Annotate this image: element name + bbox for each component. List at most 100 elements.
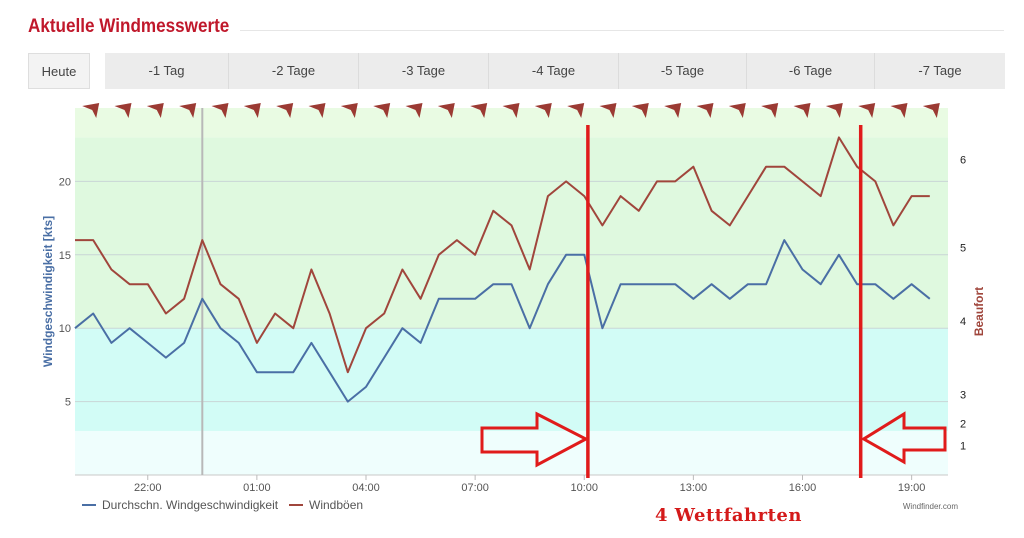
wind-arrow-21 [761, 103, 779, 118]
wind-arrow-shape-23 [825, 103, 843, 118]
wind-arrow-19 [696, 103, 714, 118]
wind-arrow-shape-16 [599, 103, 617, 118]
wind-arrow-shape-1 [114, 103, 132, 118]
beaufort-tick-1: 1 [960, 441, 966, 453]
y-tick-label-10: 10 [59, 323, 71, 335]
legend-label-speed: Durchschn. Windgeschwindigkeit [102, 498, 279, 512]
wind-arrow-3 [179, 103, 197, 118]
x-tick-label-1: 01:00 [243, 482, 271, 494]
wind-arrow-7 [308, 103, 326, 118]
wind-arrow-20 [728, 103, 746, 118]
gust-line [75, 136, 930, 374]
wind-band-2 [75, 137, 948, 329]
wind-arrow-25 [890, 103, 908, 118]
wind-arrow-5 [243, 103, 261, 118]
y-tick-label-5: 5 [65, 397, 71, 409]
y-tick-label-15: 15 [59, 250, 71, 262]
wind-arrow-shape-5 [243, 103, 261, 118]
wind-arrow-26 [922, 103, 940, 118]
tab-minus-6-tage[interactable]: -6 Tage [747, 53, 875, 89]
wind-arrow-18 [664, 103, 682, 118]
wind-arrow-23 [825, 103, 843, 118]
x-tick-label-7: 19:00 [898, 482, 926, 494]
wind-arrow-shape-21 [761, 103, 779, 118]
wind-arrow-shape-17 [631, 103, 649, 118]
wind-arrow-6 [276, 103, 294, 118]
wind-arrow-17 [631, 103, 649, 118]
wind-arrow-8 [340, 103, 358, 118]
wind-arrow-9 [373, 103, 391, 118]
wind-arrow-1 [114, 103, 132, 118]
series-lines [74, 136, 931, 403]
wind-arrow-shape-15 [567, 103, 585, 118]
chart-legend: Durchschn. Windgeschwindigkeit Windböen Wi… [82, 498, 958, 512]
wind-arrow-0 [82, 103, 100, 118]
wind-band-1 [75, 328, 948, 431]
wind-arrow-shape-12 [470, 103, 488, 118]
x-tick-label-0: 22:00 [134, 482, 162, 494]
wind-arrow-shape-2 [146, 103, 164, 118]
x-tick-label-4: 10:00 [570, 482, 598, 494]
tab-minus-3-tage[interactable]: -3 Tage [359, 53, 489, 89]
axes: 5 10 15 20 1 2 3 4 5 6 22:00 01:00 04:00 07:00 10:00 13… [41, 154, 986, 494]
wind-direction-arrows [82, 103, 940, 118]
wind-arrow-2 [146, 103, 164, 118]
y-axis-label: Windgeschwindigkeit [kts] [41, 216, 55, 367]
wind-arrow-11 [437, 103, 455, 118]
wind-arrow-shape-8 [340, 103, 358, 118]
x-tick-label-6: 16:00 [789, 482, 817, 494]
beaufort-tick-3: 3 [960, 389, 966, 401]
wind-bands [75, 108, 948, 475]
wind-arrow-shape-14 [534, 103, 552, 118]
legend-label-gust: Windböen [309, 498, 363, 512]
race-annotation: 4 Wettfahrten [655, 505, 802, 526]
page-title: Aktuelle Windmesswerte [28, 16, 230, 37]
x-tick-label-2: 04:00 [352, 482, 380, 494]
wind-arrow-shape-3 [179, 103, 197, 118]
wind-band-3 [75, 108, 948, 138]
wind-arrow-shape-19 [696, 103, 714, 118]
wind-arrow-shape-24 [858, 103, 876, 118]
beaufort-tick-2: 2 [960, 419, 966, 431]
wind-arrow-12 [470, 103, 488, 118]
wind-arrow-shape-18 [664, 103, 682, 118]
title-divider [240, 30, 1004, 31]
x-tick-label-5: 13:00 [680, 482, 708, 494]
race-arrow-left [860, 411, 947, 465]
beaufort-tick-6: 6 [960, 154, 966, 166]
avg-speed-line [74, 239, 931, 403]
wind-arrow-shape-10 [405, 103, 423, 118]
wind-arrow-4 [211, 103, 229, 118]
wind-arrow-shape-25 [890, 103, 908, 118]
wind-arrow-shape-6 [276, 103, 294, 118]
credit-text: Windfinder.com [903, 502, 958, 511]
tab-heute[interactable]: Heute [28, 53, 90, 89]
wind-arrow-15 [567, 103, 585, 118]
x-tick-label-3: 07:00 [461, 482, 489, 494]
wind-arrow-shape-0 [82, 103, 100, 118]
wind-arrow-14 [534, 103, 552, 118]
wind-arrow-shape-7 [308, 103, 326, 118]
day-tabs: Heute -1 Tag -2 Tage -3 Tage -4 Tage -5 … [28, 53, 1005, 89]
tab-minus-7-tage[interactable]: -7 Tage [875, 53, 1005, 89]
wind-arrow-shape-26 [922, 103, 940, 118]
wind-arrow-shape-22 [793, 103, 811, 118]
wind-arrow-13 [502, 103, 520, 118]
tab-minus-5-tage[interactable]: -5 Tage [619, 53, 747, 89]
wind-arrow-10 [405, 103, 423, 118]
wind-arrow-shape-13 [502, 103, 520, 118]
wind-arrow-shape-20 [728, 103, 746, 118]
wind-arrow-shape-11 [437, 103, 455, 118]
wind-arrow-24 [858, 103, 876, 118]
tab-minus-1-tag[interactable]: -1 Tag [105, 53, 229, 89]
tab-minus-4-tage[interactable]: -4 Tage [489, 53, 619, 89]
wind-arrow-16 [599, 103, 617, 118]
y-tick-label-20: 20 [59, 176, 71, 188]
wind-arrow-shape-4 [211, 103, 229, 118]
wind-arrow-22 [793, 103, 811, 118]
race-markers [480, 125, 947, 478]
wind-arrow-shape-9 [373, 103, 391, 118]
y-axis-label-right: Beaufort [972, 287, 986, 336]
tab-minus-2-tage[interactable]: -2 Tage [229, 53, 359, 89]
